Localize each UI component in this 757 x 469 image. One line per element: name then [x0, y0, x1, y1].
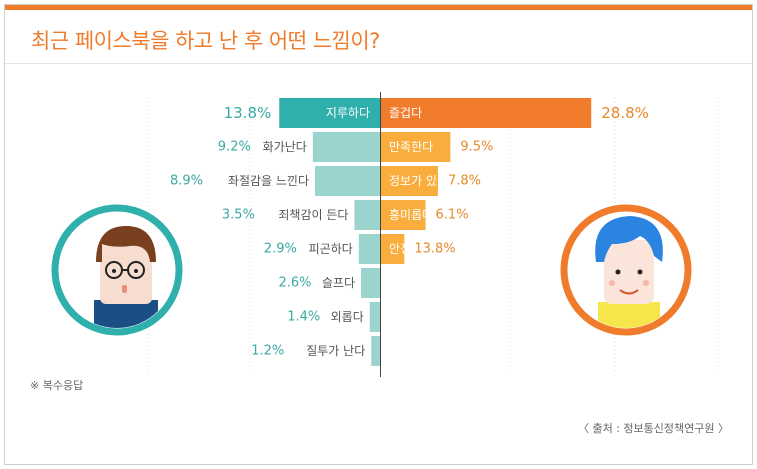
neg-bar-2 [315, 166, 380, 196]
pos-category-label-3: 흥미롭다 [389, 208, 433, 222]
pos-bar-1 [381, 132, 451, 162]
neg-value-label-6: 1.4% [287, 310, 320, 325]
neg-value-label-1: 9.2% [218, 140, 251, 155]
neg-category-label-2: 좌절감을 느낀다 [228, 174, 309, 188]
pos-category-label-4: 안정된다 [389, 242, 433, 256]
neg-category-label-5: 슬프다 [322, 276, 355, 290]
neg-bar-4 [358, 234, 380, 264]
accent-top-bar [5, 5, 752, 10]
neg-value-label-2: 8.9% [170, 174, 203, 189]
page-title: 최근 페이스북을 하고 난 후 어떤 느낌이? [31, 29, 380, 53]
pos-value-label-2: 7.8% [448, 174, 481, 189]
sad-man-avatar [51, 204, 183, 336]
neg-bar-5 [361, 268, 380, 298]
neg-category-label-7: 질투가 난다 [306, 344, 365, 358]
neg-bar-1 [312, 132, 380, 162]
title-divider [5, 63, 752, 64]
chart-bars: 지루하다 13.8% 화가난다 9.2% 좌절감을 느낀다 8.9% 죄책감이 든다 3.5%… [170, 98, 649, 366]
pos-value-label-4: 13.8% [414, 242, 455, 257]
neg-bar-6 [369, 302, 380, 332]
pos-category-label-0: 즐겁다 [389, 106, 422, 120]
neg-category-label-1: 화가난다 [263, 140, 307, 154]
neg-category-label-3: 죄책감이 든다 [278, 207, 348, 222]
pos-value-label-1: 9.5% [460, 140, 493, 155]
pos-category-label-1: 만족한다 [389, 140, 433, 154]
pos-value-label-0: 28.8% [601, 104, 649, 122]
pos-value-label-3: 6.1% [436, 208, 469, 223]
neg-value-label-7: 1.2% [251, 344, 284, 359]
neg-value-label-3: 3.5% [222, 208, 255, 223]
happy-person-avatar [560, 204, 692, 336]
pos-bar-0 [381, 98, 592, 128]
pos-bar-4 [381, 234, 405, 264]
neg-bar-0 [279, 98, 380, 128]
source-credit: 〈 출처 : 정보통신정책연구원 〉 [578, 422, 730, 435]
neg-value-label-4: 2.9% [264, 242, 297, 257]
neg-bar-7 [371, 336, 380, 366]
pos-bar-3 [381, 200, 426, 230]
neg-category-label-6: 외롭다 [331, 310, 364, 324]
neg-category-label-0: 지루하다 [326, 106, 370, 120]
neg-value-label-0: 13.8% [224, 104, 272, 122]
neg-category-label-4: 피곤하다 [309, 242, 353, 256]
neg-bar-3 [354, 200, 380, 230]
multiple-response-note: ※ 복수응답 [30, 379, 84, 392]
pos-category-label-2: 정보가 있다 [389, 174, 448, 188]
neg-value-label-5: 2.6% [278, 276, 311, 291]
pos-bar-2 [381, 166, 438, 196]
